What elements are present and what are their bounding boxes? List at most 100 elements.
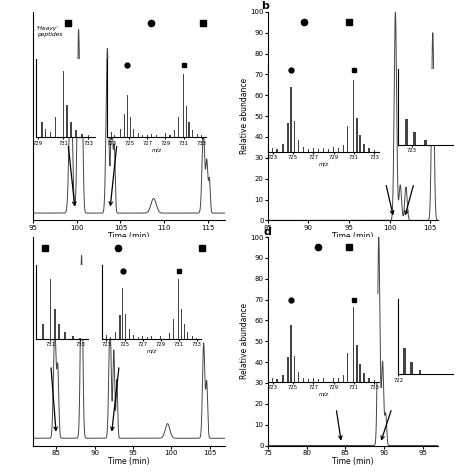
Bar bbox=[82, 134, 83, 137]
Text: 'Heavy'
peptides: 'Heavy' peptides bbox=[36, 27, 62, 37]
Bar bbox=[413, 132, 416, 145]
Bar bbox=[298, 372, 299, 382]
X-axis label: Time (min): Time (min) bbox=[332, 457, 374, 466]
Bar bbox=[133, 129, 134, 137]
Bar bbox=[410, 362, 412, 374]
Bar bbox=[197, 134, 198, 137]
Bar bbox=[125, 314, 126, 339]
Bar bbox=[186, 106, 187, 137]
Bar bbox=[293, 356, 295, 382]
Bar bbox=[318, 149, 319, 152]
Bar bbox=[106, 335, 107, 339]
Bar bbox=[403, 348, 406, 374]
Bar bbox=[333, 377, 334, 382]
Bar bbox=[276, 149, 278, 152]
Bar bbox=[55, 117, 56, 137]
Bar bbox=[359, 136, 361, 152]
Bar bbox=[169, 333, 170, 339]
Bar bbox=[114, 135, 115, 137]
Bar bbox=[122, 288, 123, 339]
Bar bbox=[293, 121, 295, 152]
Bar bbox=[424, 140, 427, 145]
Bar bbox=[192, 130, 193, 137]
Bar bbox=[165, 133, 166, 137]
X-axis label: m/z: m/z bbox=[319, 392, 328, 396]
Bar bbox=[302, 377, 304, 382]
Bar bbox=[79, 337, 81, 339]
Bar bbox=[64, 332, 66, 339]
Text: b: b bbox=[261, 1, 269, 11]
Bar bbox=[308, 149, 309, 152]
Bar bbox=[63, 71, 64, 137]
Bar bbox=[356, 118, 357, 152]
Bar bbox=[178, 117, 179, 137]
Bar bbox=[338, 378, 339, 382]
Bar bbox=[291, 87, 292, 152]
Bar bbox=[160, 336, 161, 339]
Bar bbox=[302, 147, 304, 152]
Bar bbox=[359, 364, 361, 382]
Bar bbox=[313, 148, 314, 152]
Bar bbox=[137, 337, 139, 339]
Bar bbox=[129, 117, 131, 137]
Bar bbox=[374, 380, 375, 382]
Bar bbox=[347, 353, 348, 382]
Bar bbox=[374, 150, 375, 152]
Bar bbox=[151, 336, 152, 339]
Bar bbox=[127, 95, 128, 137]
Bar bbox=[323, 378, 324, 382]
Bar bbox=[356, 345, 357, 382]
Bar bbox=[347, 126, 348, 152]
Bar bbox=[187, 332, 189, 339]
Bar bbox=[276, 379, 278, 382]
Bar bbox=[328, 149, 329, 152]
Bar bbox=[50, 132, 52, 137]
Bar bbox=[115, 332, 116, 339]
Bar bbox=[419, 370, 421, 374]
Bar bbox=[184, 324, 185, 339]
Bar bbox=[405, 119, 408, 145]
Bar bbox=[151, 134, 153, 137]
Bar bbox=[323, 147, 324, 152]
Bar bbox=[201, 135, 202, 137]
X-axis label: Time (min): Time (min) bbox=[109, 232, 150, 241]
Bar bbox=[196, 337, 198, 339]
Bar bbox=[333, 147, 334, 152]
Bar bbox=[45, 129, 46, 137]
Bar bbox=[364, 374, 365, 382]
Bar bbox=[192, 336, 193, 339]
Bar bbox=[364, 145, 365, 152]
Bar bbox=[66, 105, 68, 137]
Bar bbox=[183, 74, 184, 137]
Bar bbox=[58, 324, 60, 339]
Bar bbox=[42, 324, 44, 339]
Bar bbox=[156, 135, 157, 137]
Bar bbox=[298, 139, 299, 152]
Bar bbox=[110, 132, 112, 137]
Bar bbox=[338, 148, 339, 152]
X-axis label: m/z: m/z bbox=[319, 162, 328, 166]
Bar bbox=[291, 325, 292, 382]
Bar bbox=[181, 309, 182, 339]
Bar bbox=[147, 135, 148, 137]
Bar bbox=[287, 357, 289, 382]
Bar bbox=[70, 121, 72, 137]
Bar bbox=[189, 121, 190, 137]
X-axis label: Time (min): Time (min) bbox=[332, 232, 374, 241]
Bar bbox=[353, 80, 355, 152]
Bar bbox=[109, 337, 110, 339]
Bar bbox=[318, 379, 319, 382]
Bar bbox=[75, 130, 77, 137]
Bar bbox=[368, 378, 370, 382]
Bar bbox=[146, 337, 148, 339]
Bar bbox=[124, 114, 125, 137]
Bar bbox=[128, 329, 129, 339]
Bar bbox=[138, 133, 139, 137]
Bar bbox=[353, 307, 355, 382]
Bar bbox=[142, 135, 144, 137]
Text: d: d bbox=[264, 227, 272, 237]
X-axis label: Time (min): Time (min) bbox=[109, 457, 150, 466]
Bar bbox=[54, 309, 56, 339]
X-axis label: m/z: m/z bbox=[146, 349, 157, 354]
Bar bbox=[308, 379, 309, 382]
